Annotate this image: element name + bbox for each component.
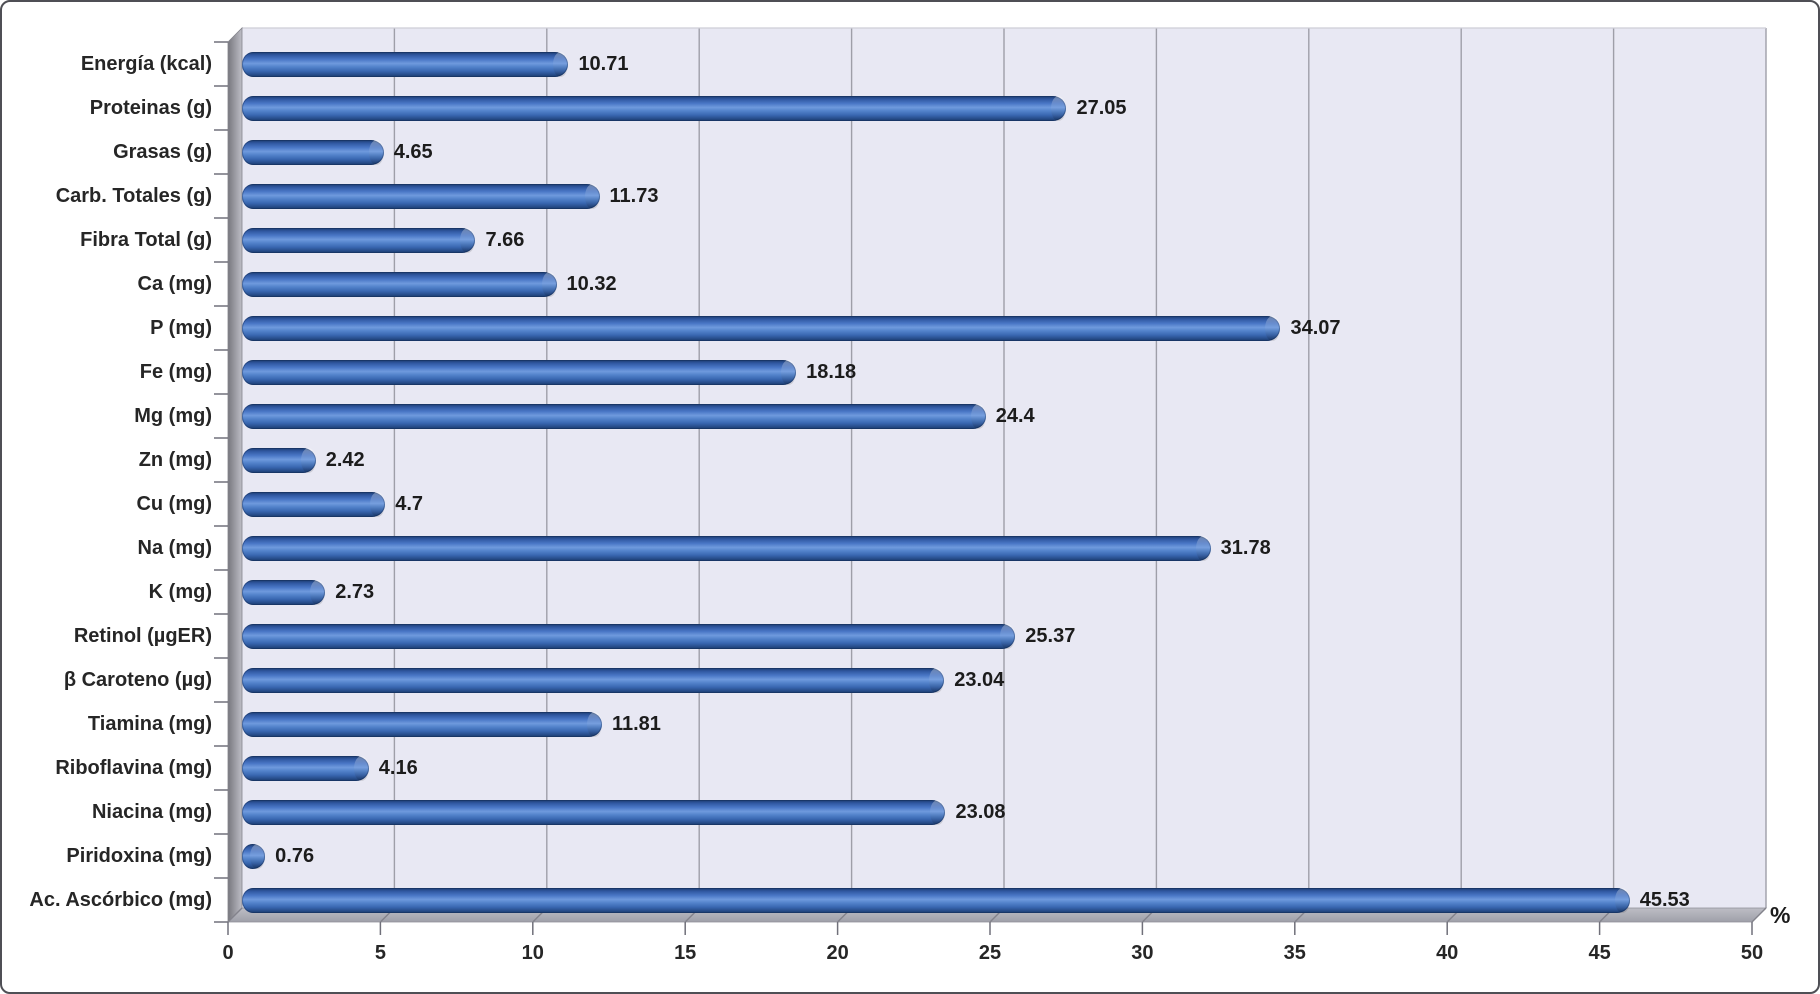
value-label: 31.78 [1220, 537, 1271, 559]
bar [242, 667, 945, 693]
x-axis-tick-label: 45 [1588, 942, 1611, 964]
category-label: Ca (mg) [137, 273, 212, 295]
bar [242, 271, 557, 297]
bar-end-cap [368, 139, 384, 165]
bar-end-cap [1000, 623, 1016, 649]
value-label: 25.37 [1025, 625, 1076, 647]
bar-end-cap [300, 447, 316, 473]
value-label: 18.18 [806, 361, 857, 383]
value-label: 4.65 [393, 141, 433, 163]
x-axis-tick-label: 15 [674, 942, 697, 964]
value-label: 7.66 [485, 229, 525, 251]
value-label: 23.08 [955, 801, 1006, 823]
bar [242, 95, 1067, 121]
category-label: Mg (mg) [134, 405, 212, 427]
category-label: β Caroteno (µg) [63, 669, 212, 691]
value-label: 23.04 [954, 669, 1005, 691]
bar [242, 403, 986, 429]
x-axis-tick-label: 5 [374, 942, 386, 964]
x-axis-tick-label: 35 [1283, 942, 1306, 964]
category-label: Riboflavina (mg) [55, 757, 212, 779]
x-axis-tick-label: 0 [222, 942, 234, 964]
category-label: Cu (mg) [136, 493, 212, 515]
category-label: Retinol (µgER) [73, 625, 212, 647]
bar-end-cap [781, 359, 797, 385]
bar-end-cap [1051, 95, 1067, 121]
value-label: 34.07 [1290, 317, 1341, 339]
bar-end-cap [929, 667, 945, 693]
value-label: 27.05 [1076, 97, 1127, 119]
category-label: Proteinas (g) [89, 97, 212, 119]
value-label: 45.53 [1639, 889, 1690, 911]
bar [242, 623, 1016, 649]
bar-end-cap [310, 579, 326, 605]
x-axis-tick-label: 20 [826, 942, 849, 964]
bar [242, 843, 266, 869]
bar [242, 755, 369, 781]
bar [242, 491, 386, 517]
bar-end-cap [1614, 887, 1630, 913]
category-label: Grasas (g) [113, 141, 212, 163]
bar-end-cap [553, 51, 569, 77]
value-label: 2.73 [335, 581, 375, 603]
value-label: 11.73 [609, 185, 659, 207]
x-axis-tick-label: 10 [521, 942, 544, 964]
bar-end-cap [584, 183, 600, 209]
bar-end-cap [541, 271, 557, 297]
category-label: Zn (mg) [138, 449, 212, 471]
bar-end-cap [1265, 315, 1281, 341]
bar-end-cap [460, 227, 476, 253]
bar [242, 315, 1281, 341]
x-axis-tick-label: 40 [1436, 942, 1459, 964]
category-label: Fe (mg) [139, 361, 212, 383]
value-label: 10.71 [578, 53, 629, 75]
bar-end-cap [970, 403, 986, 429]
category-label: Carb. Totales (g) [55, 185, 212, 207]
bar [242, 711, 602, 737]
x-axis-tick-diagonal [227, 907, 243, 923]
bar [242, 799, 946, 825]
bar [242, 227, 476, 253]
category-label: Ac. Ascórbico (mg) [29, 889, 212, 911]
x-axis-tick-label: 25 [978, 942, 1002, 964]
bar [242, 183, 600, 209]
value-label: 24.4 [995, 405, 1035, 427]
bar [242, 579, 326, 605]
category-label: P (mg) [150, 317, 212, 339]
x-axis-tick-label: 30 [1131, 942, 1154, 964]
category-label: Tiamina (mg) [87, 713, 212, 735]
x-axis-unit-label: % [1770, 902, 1791, 928]
bar [242, 139, 384, 165]
category-label: Energía (kcal) [80, 53, 212, 75]
bar [242, 447, 316, 473]
bar [242, 359, 797, 385]
value-label: 0.76 [275, 845, 315, 867]
bar [242, 535, 1211, 561]
x-axis-tick-label: 50 [1740, 942, 1764, 964]
value-label: 4.7 [395, 493, 424, 515]
value-label: 4.16 [378, 757, 418, 779]
x-axis-tick-diagonal [1751, 907, 1767, 923]
value-label: 2.42 [325, 449, 365, 471]
category-label: Na (mg) [137, 537, 212, 559]
category-label: Niacina (mg) [91, 801, 212, 823]
bar [242, 51, 569, 77]
category-label: K (mg) [148, 581, 212, 603]
bar [242, 887, 1630, 913]
bar-end-cap [353, 755, 369, 781]
bar-end-cap [370, 491, 386, 517]
value-label: 10.32 [566, 273, 617, 295]
value-label: 11.81 [611, 713, 661, 735]
category-label: Piridoxina (mg) [66, 845, 212, 867]
category-label: Fibra Total (g) [80, 229, 212, 251]
bar-end-cap [586, 711, 602, 737]
bar-end-cap [930, 799, 946, 825]
bar-end-cap [1195, 535, 1211, 561]
bar-end-cap [250, 843, 266, 869]
